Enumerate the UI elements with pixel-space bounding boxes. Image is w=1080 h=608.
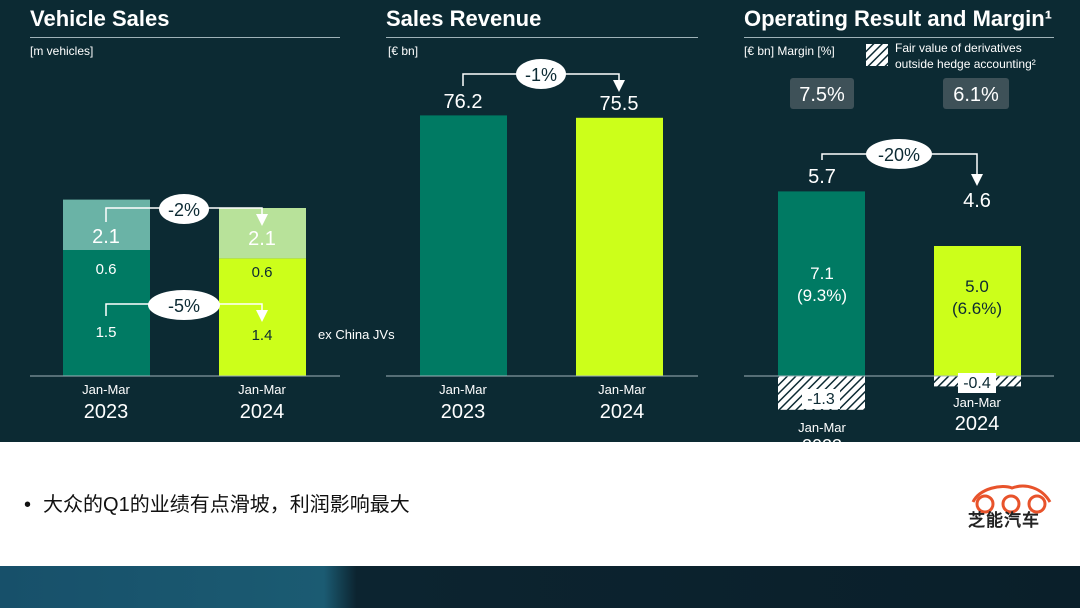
label-background [958,373,996,393]
tick-label: 2024 [240,401,285,423]
operating-result-title: Operating Result and Margin¹ [744,6,1053,31]
data-label: 7.1 [810,264,834,283]
change-bubble [148,290,220,320]
change-label: -20% [878,145,920,165]
data-label: 0.6 [96,261,117,278]
divider [30,37,340,38]
margin-badge [790,78,854,109]
change-label: -2% [168,200,200,220]
change-bubble [516,59,566,89]
change-label: -5% [168,296,200,316]
margin-badge [943,78,1009,109]
tick-label: 2024 [600,401,645,423]
bar [934,246,1021,376]
chart-area: Vehicle Sales [m vehicles] Sales Revenue… [30,6,1054,442]
hatch-legend-swatch [866,44,888,66]
tick-label: Jan-Mar [953,395,1001,410]
data-label: (9.3%) [797,286,847,305]
tick-label: 2023 [802,436,842,442]
operating-result-unit: [€ bn] Margin [%] [744,44,835,58]
margin-label: 6.1% [953,84,999,106]
vehicle-sales-unit: [m vehicles] [30,44,94,58]
footer-band [0,566,1080,608]
divider [744,37,1054,38]
tick-label: 2024 [955,413,1000,435]
divider [386,37,698,38]
tick-label: Jan-Mar [238,382,286,397]
tick-label: Jan-Mar [439,382,487,397]
series-label: ex China JVs [318,327,395,342]
bullet-text: 大众的Q1的业绩有点滑坡，利润影响最大 [43,494,410,516]
bar [778,191,865,376]
sales-revenue-title: Sales Revenue [386,6,542,31]
label-background [802,389,840,409]
caption-band [0,442,1080,566]
tick-label: 2023 [84,401,129,423]
legend-label: outside hedge accounting² [895,57,1036,71]
total-label: 2.1 [248,228,276,250]
car-logo-icon [971,484,1052,514]
bar [420,115,507,377]
logo-text: 芝能汽车 [968,511,1040,530]
bar [576,117,663,376]
value-label: 5.7 [808,166,836,188]
legend-label: Fair value of derivatives [895,41,1022,55]
vehicle-sales-chart: 1.5 0.6 1.4 0.6 2.1 2.1 -2% -5% ex China… [30,194,395,423]
margin-label: 7.5% [799,84,845,106]
data-label: (6.6%) [952,299,1002,318]
total-label: 2.1 [92,226,120,248]
sales-revenue-chart: 76.2 75.5 -1% Jan-Mar 2023 Jan-Mar 2024 [386,59,698,423]
data-label: 0.6 [252,264,273,281]
tick-label: 2023 [441,401,486,423]
value-label: 75.5 [600,93,639,115]
data-label: 1.4 [252,327,273,344]
sales-revenue-unit: [€ bn] [388,44,419,58]
vehicle-sales-title: Vehicle Sales [30,6,170,31]
change-bubble [159,194,209,224]
bullet-point: • 大众的Q1的业绩有点滑坡，利润影响最大 [24,494,410,516]
operating-result-chart: Fair value of derivatives outside hedge … [744,41,1054,442]
value-label: 4.6 [963,190,991,212]
charts-svg: 1.5 0.6 1.4 0.6 2.1 2.1 -2% -5% ex China… [30,41,1054,442]
data-label: -0.4 [963,375,991,392]
value-label: 76.2 [444,91,483,113]
tick-label: Jan-Mar [798,420,846,435]
tick-label: Jan-Mar [598,382,646,397]
change-label: -1% [525,65,557,85]
data-label: 1.5 [96,324,117,341]
data-label: 5.0 [965,277,989,296]
tick-label: Jan-Mar [82,382,130,397]
data-label: -1.3 [807,391,835,408]
change-bubble [866,139,932,169]
